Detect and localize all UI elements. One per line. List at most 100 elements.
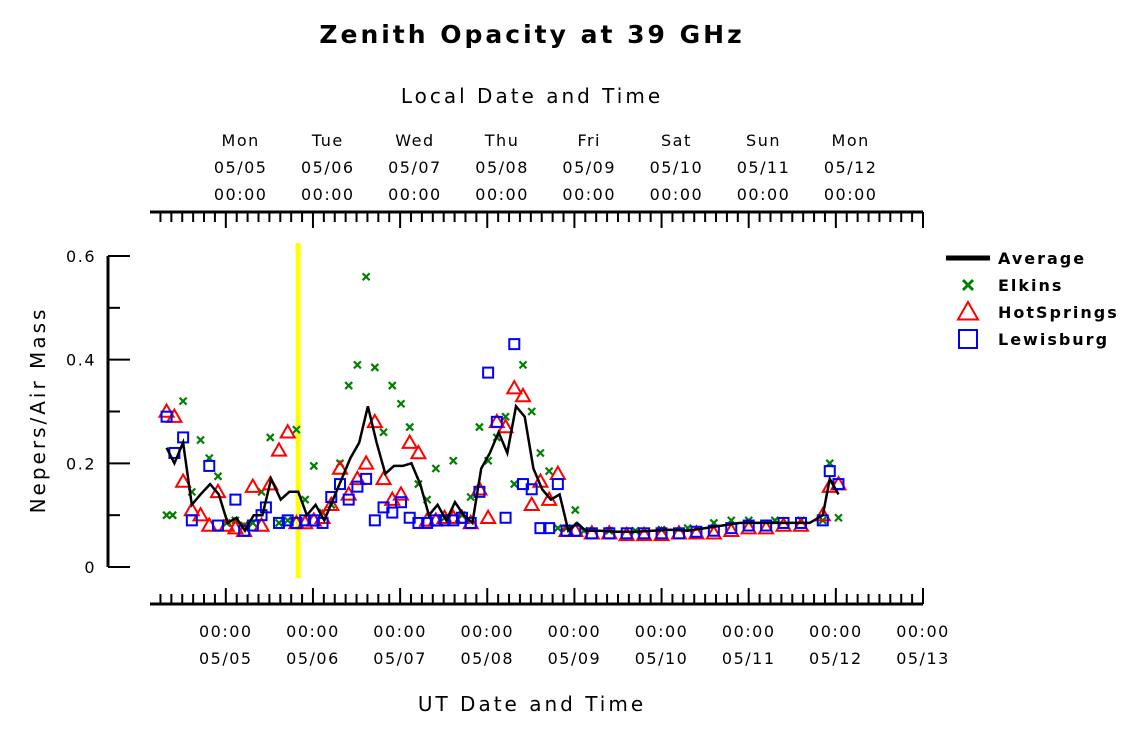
top-tick-day: Tue	[311, 131, 344, 150]
hotsprings-point	[739, 519, 758, 535]
lewisburg-point	[421, 516, 434, 529]
y-axis: 0 0.2 0.4 0.6	[66, 247, 130, 577]
hotsprings-point	[505, 379, 524, 395]
lewisburg-point	[534, 522, 547, 535]
elkins-point	[553, 523, 563, 533]
lewisburg-point	[281, 514, 294, 527]
hotsprings-point	[479, 508, 497, 525]
elkins-point	[431, 464, 441, 473]
elkins-point	[196, 435, 205, 445]
legend-label: Elkins	[998, 276, 1063, 295]
top-tick-day: Mon	[832, 131, 870, 150]
elkins-point	[178, 396, 188, 406]
lewisburg-point	[760, 519, 773, 532]
lewisburg-point	[525, 483, 538, 496]
top-tick-day: Mon	[222, 131, 260, 150]
legend-label: Average	[998, 249, 1086, 268]
hotsprings-point	[814, 506, 832, 522]
lewisburg-point	[690, 525, 703, 538]
hotsprings-point	[722, 521, 740, 537]
bottom-tick-date: 05/09	[548, 649, 602, 668]
y-tick-label: 0.6	[66, 247, 96, 266]
series-layer	[157, 272, 848, 542]
lewisburg-point	[272, 516, 285, 529]
bottom-tick-time: 00:00	[286, 622, 340, 641]
lewisburg-point	[203, 459, 216, 472]
elkins-point	[292, 425, 301, 434]
hotsprings-point	[757, 519, 775, 535]
elkins-point	[379, 427, 388, 437]
lewisburg-point	[655, 527, 668, 540]
elkins-point	[168, 510, 177, 520]
top-tick-date: 05/07	[388, 158, 442, 177]
lewisburg-point	[603, 527, 616, 540]
elkins-point	[265, 433, 275, 442]
hotsprings-point	[792, 516, 810, 532]
top-tick-date: 05/06	[301, 158, 355, 177]
elkins-point	[518, 360, 528, 370]
elkins-point	[274, 518, 284, 528]
lewisburg-point	[394, 496, 407, 509]
top-tick-date: 05/08	[475, 158, 529, 177]
hotsprings-point	[470, 480, 489, 496]
lewisburg-point	[290, 516, 303, 529]
bottom-tick-date: 05/08	[460, 649, 514, 668]
hotsprings-point	[322, 495, 340, 512]
elkins-point	[309, 461, 319, 471]
top-tick-day: Sat	[661, 131, 692, 150]
lewisburg-point	[185, 514, 198, 527]
lewisburg-point	[585, 527, 598, 540]
hotsprings-point	[331, 459, 349, 475]
elkins-point	[544, 466, 554, 476]
lewisburg-point	[543, 522, 556, 535]
elkins-point	[396, 399, 406, 409]
lewisburg-point	[211, 519, 224, 532]
lewisburg-point	[482, 366, 495, 379]
legend-label: Lewisburg	[998, 330, 1109, 349]
top-tick-time: 00:00	[562, 185, 616, 204]
bottom-tick-date: 05/05	[199, 649, 253, 668]
hotsprings-point	[409, 443, 428, 460]
hotsprings-point	[357, 454, 375, 470]
bottom-tick-time: 00:00	[548, 622, 602, 641]
legend: Average Elkins HotSprings Lewisburg	[946, 249, 1117, 349]
lewisburg-point	[386, 506, 399, 519]
bottom-tick-time: 00:00	[635, 622, 689, 641]
lewisburg-point	[508, 338, 521, 351]
bottom-axis-title: UT Date and Time	[418, 692, 646, 716]
legend-item: HotSprings	[956, 299, 1117, 322]
bottom-tick-time: 00:00	[722, 622, 776, 641]
top-tick-time: 00:00	[214, 185, 268, 204]
top-tick-time: 00:00	[388, 185, 442, 204]
top-tick-time: 00:00	[475, 185, 529, 204]
top-axis-title: Local Date and Time	[401, 84, 663, 108]
bottom-axis: 00:00 05/05 00:00 05/06 00:00 05/07 00:00 05/08…	[150, 588, 948, 668]
y-tick-label: 0.2	[66, 454, 96, 473]
hotsprings-point	[244, 477, 262, 493]
top-axis: Mon 05/05 00:00 Tue 05/06 00:00 Wed 05/07 00:00 T…	[150, 131, 924, 228]
lewisburg-point	[823, 465, 836, 478]
legend-item: Average	[946, 249, 1086, 268]
top-tick-day: Thu	[484, 131, 520, 150]
hotsprings-point	[374, 469, 393, 486]
elkins-point	[448, 456, 458, 466]
lewisburg-point	[360, 472, 373, 485]
chart-title: Zenith Opacity at 39 GHz	[319, 20, 744, 49]
elkins-point	[571, 505, 580, 515]
top-tick-time: 00:00	[737, 185, 791, 204]
y-tick-label: 0	[84, 558, 96, 577]
elkins-point	[344, 381, 353, 390]
lewisburg-point	[620, 527, 633, 540]
hotsprings-point	[514, 386, 532, 403]
hotsprings-point	[191, 506, 210, 522]
hotsprings-point	[774, 516, 793, 532]
bottom-tick-time: 00:00	[373, 622, 427, 641]
lewisburg-point	[447, 514, 460, 527]
lewisburg-point	[342, 493, 355, 506]
elkins-point	[370, 363, 380, 372]
legend-x-swatch	[961, 278, 975, 292]
lewisburg-point	[160, 410, 173, 423]
elkins-point	[834, 513, 843, 523]
y-axis-title: Nepers/Air Mass	[26, 307, 50, 514]
